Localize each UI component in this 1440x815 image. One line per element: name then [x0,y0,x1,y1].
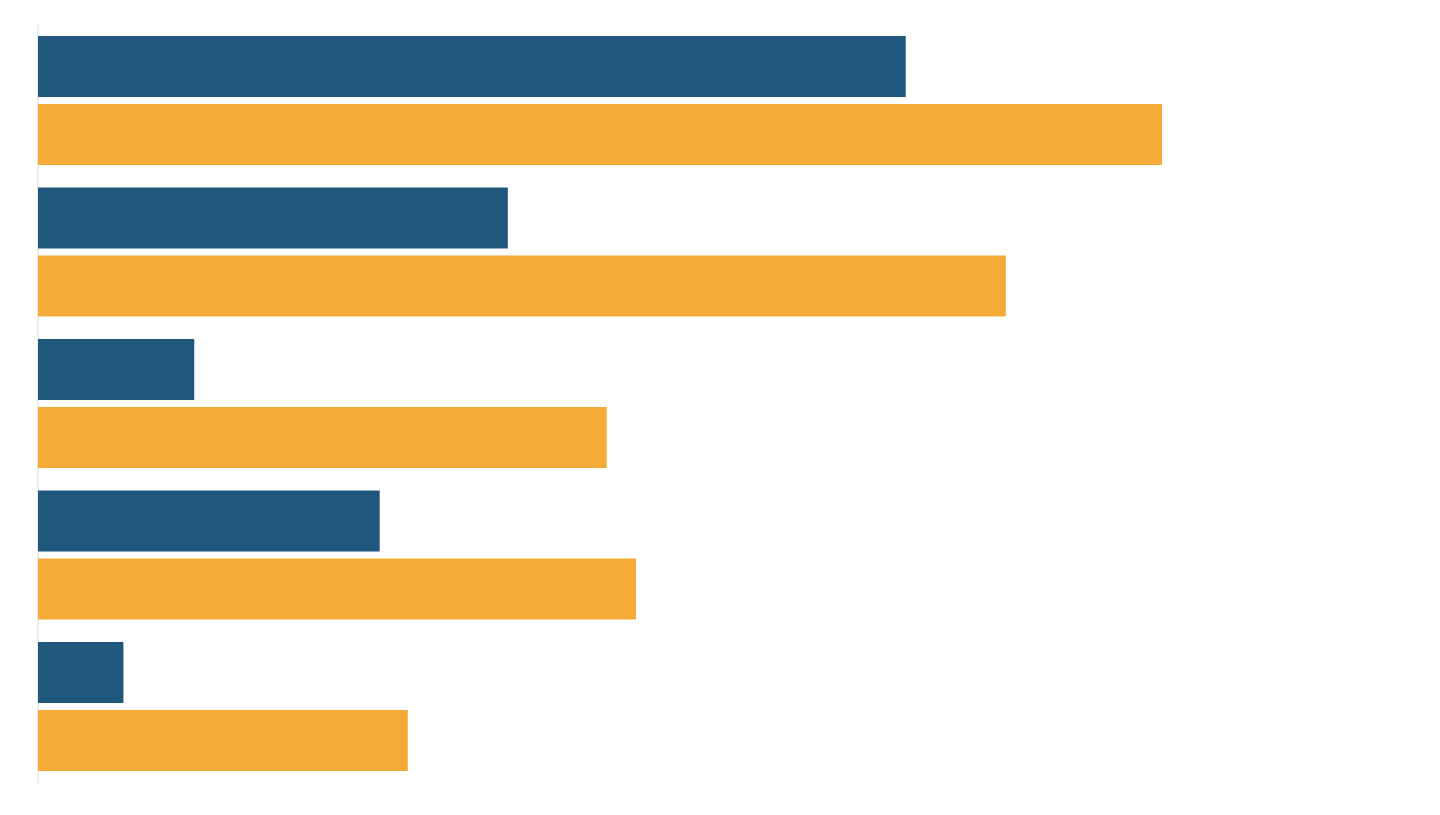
bar-1-series-1 [38,36,906,97]
bar-1-series-2 [38,104,1162,165]
bar-3-series-1 [38,339,195,400]
bars-group [38,36,1162,771]
bar-4-series-1 [38,490,380,552]
bar-4-series-2 [38,558,636,620]
bar-5-series-2 [38,710,408,771]
bar-2-series-2 [38,255,1006,317]
bar-2-series-1 [38,187,508,249]
bar-5-series-1 [38,642,124,703]
bar-3-series-2 [38,407,607,468]
